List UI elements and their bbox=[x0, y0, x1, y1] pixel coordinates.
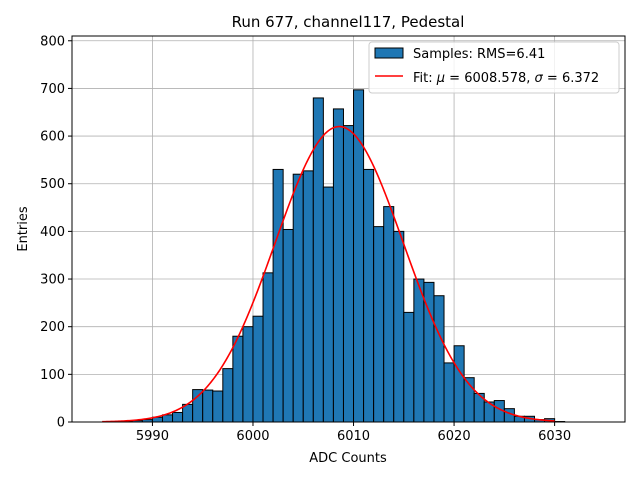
legend-box bbox=[368, 41, 620, 94]
histogram-bar bbox=[282, 228, 294, 423]
histogram-bar bbox=[222, 368, 234, 423]
histogram-bar bbox=[433, 295, 445, 423]
y-tick-label: 0 bbox=[57, 416, 65, 431]
y-tick-label: 200 bbox=[40, 320, 65, 335]
fit-mu-symbol: μ bbox=[436, 71, 445, 86]
histogram-bar bbox=[262, 272, 274, 423]
y-tick-label: 500 bbox=[40, 177, 65, 192]
fit-curve-layer bbox=[102, 125, 555, 423]
histogram-bar bbox=[363, 168, 375, 423]
y-tick-label: 700 bbox=[40, 82, 65, 97]
legend: Samples: RMS=6.41 Fit: μ = 6008.578, σ =… bbox=[368, 41, 620, 94]
y-tick-label: 800 bbox=[40, 34, 65, 49]
histogram-bar bbox=[322, 186, 334, 423]
histogram-bar bbox=[443, 362, 455, 423]
x-tick-label: 6010 bbox=[337, 429, 370, 444]
x-tick-label: 6030 bbox=[538, 429, 571, 444]
y-axis-label: Entries bbox=[16, 206, 31, 252]
histogram-bar bbox=[272, 168, 284, 423]
y-tick-label: 400 bbox=[40, 225, 65, 240]
histogram-bar bbox=[192, 389, 204, 423]
plot-frame bbox=[71, 35, 626, 423]
histogram-bar bbox=[403, 311, 415, 423]
histogram-bar bbox=[383, 206, 395, 423]
fit-curve bbox=[102, 125, 555, 423]
histogram-bar bbox=[373, 226, 385, 423]
fit-mu-value: 6008.578 bbox=[464, 71, 526, 86]
legend-fit-label: Fit: μ = 6008.578, σ = 6.372 bbox=[413, 71, 599, 86]
x-tick-label: 6020 bbox=[438, 429, 471, 444]
chart-title: Run 677, channel117, Pedestal bbox=[232, 13, 465, 31]
histogram-bar bbox=[393, 230, 405, 423]
x-axis-label: ADC Counts bbox=[309, 451, 387, 466]
histogram-bar bbox=[172, 411, 184, 423]
fit-separator: , bbox=[526, 71, 534, 86]
histogram-bar bbox=[332, 108, 344, 423]
x-tick-label: 5990 bbox=[136, 429, 169, 444]
y-tick-label: 300 bbox=[40, 273, 65, 288]
histogram-bar bbox=[342, 125, 355, 423]
histogram-bar bbox=[232, 335, 244, 423]
histogram-bar bbox=[302, 170, 314, 423]
histogram-bar bbox=[242, 326, 254, 423]
x-tick-label: 6000 bbox=[236, 429, 269, 444]
x-ticks: 5990 6000 6010 6020 6030 bbox=[136, 422, 571, 444]
legend-histogram-label: Samples: RMS=6.41 bbox=[413, 47, 545, 62]
fit-prefix: Fit: bbox=[413, 71, 437, 86]
histogram-bar bbox=[212, 390, 224, 423]
histogram-bar bbox=[202, 389, 214, 423]
fit-sigma-value: 6.372 bbox=[562, 71, 599, 86]
y-tick-label: 100 bbox=[40, 368, 65, 383]
fit-sigma-equals: = bbox=[543, 71, 562, 86]
histogram-bars bbox=[121, 89, 566, 423]
fit-sigma-symbol: σ bbox=[535, 71, 544, 86]
histogram-bar bbox=[252, 315, 264, 423]
fit-mu-equals: = bbox=[445, 71, 464, 86]
y-tick-label: 600 bbox=[40, 130, 65, 145]
y-ticks: 0 100 200 300 400 500 600 700 800 bbox=[40, 34, 72, 431]
histogram-bar bbox=[453, 345, 465, 423]
legend-histogram-swatch bbox=[374, 47, 404, 59]
histogram-bar bbox=[413, 278, 425, 423]
histogram-bar bbox=[292, 173, 304, 423]
histogram-bar bbox=[161, 414, 174, 423]
